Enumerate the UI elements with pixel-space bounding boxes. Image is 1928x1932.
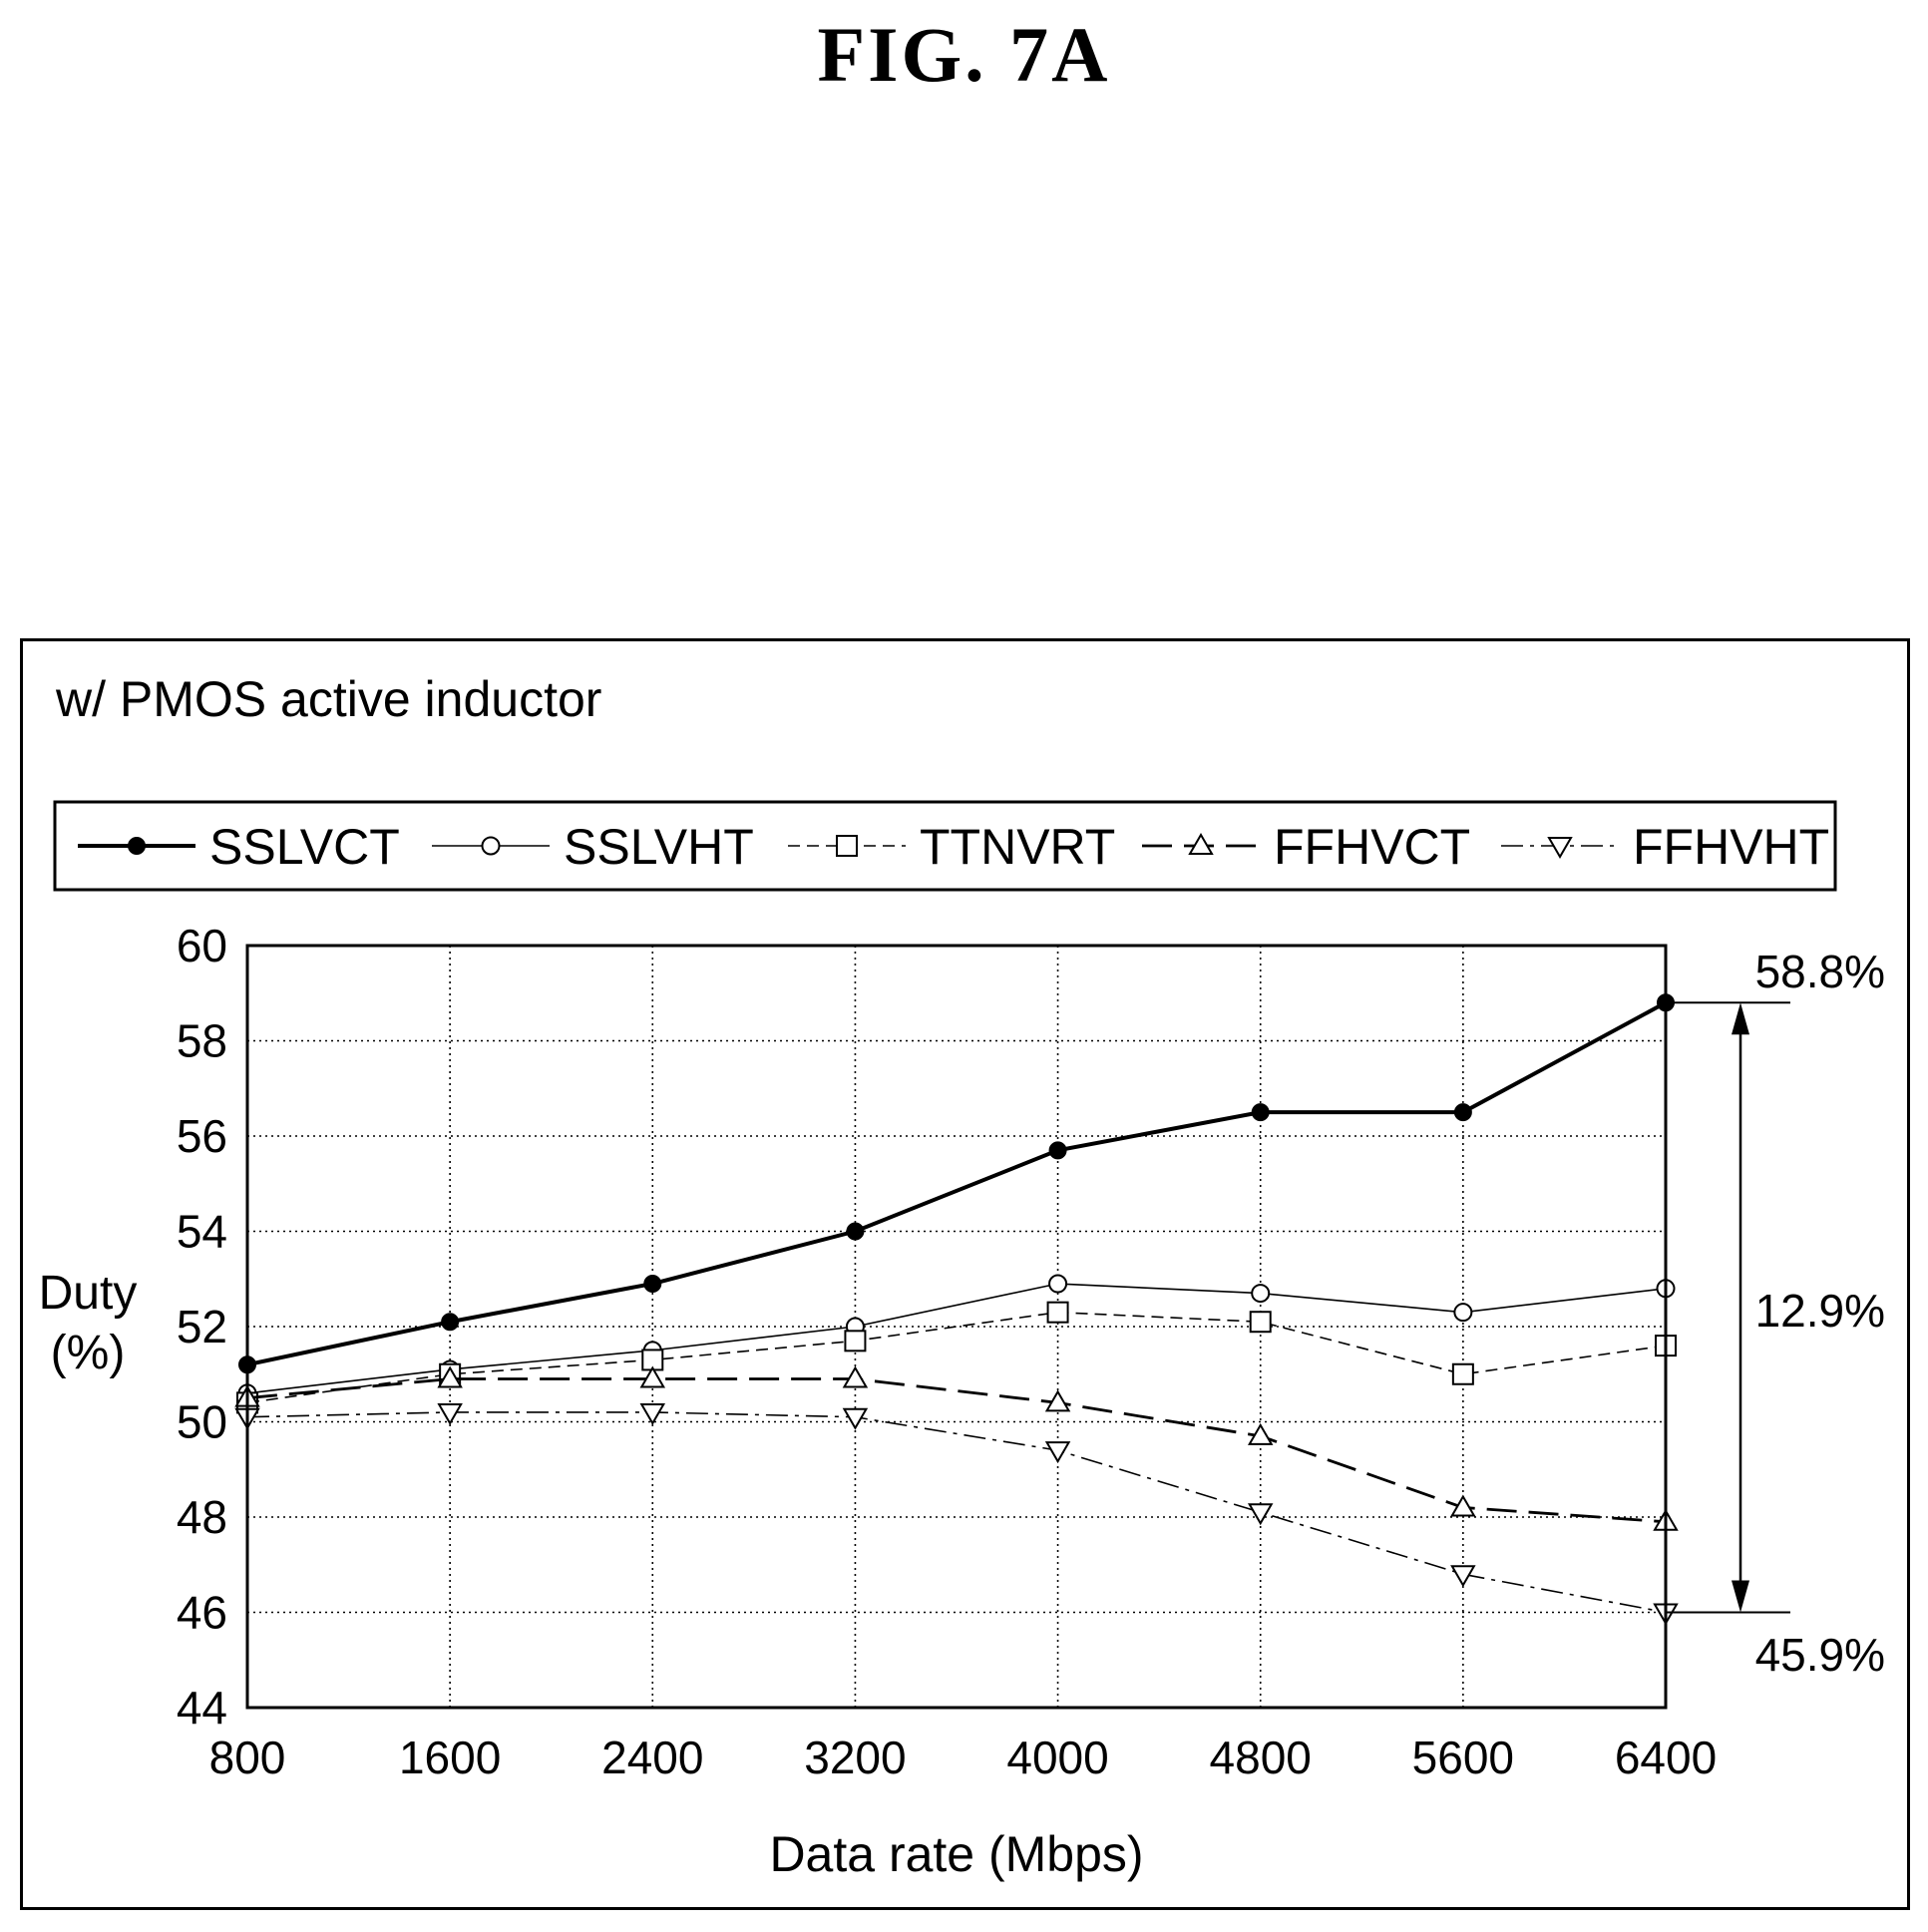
chart-subtitle: w/ PMOS active inductor — [56, 671, 602, 727]
legend-label: FFHVCT — [1274, 819, 1470, 875]
legend-box — [53, 800, 1837, 892]
x-tick-label: 800 — [209, 1732, 286, 1783]
range-value-label: 12.9% — [1755, 1285, 1885, 1337]
y-tick-label: 46 — [177, 1587, 227, 1639]
series-layer — [234, 993, 1679, 1626]
y-tick-label: 52 — [177, 1301, 227, 1352]
max-value-label: 58.8% — [1755, 946, 1885, 997]
data-point — [1046, 1301, 1069, 1324]
series-line — [246, 1000, 1667, 1367]
y-tick-label: 44 — [177, 1682, 227, 1734]
y-tick-label: 56 — [177, 1110, 227, 1162]
range-arrow-up-head — [1732, 1002, 1749, 1035]
data-point — [1048, 1141, 1067, 1160]
data-point — [1251, 1284, 1271, 1304]
legend-item: SSLVCT — [78, 819, 400, 875]
series-ffhvct — [234, 1365, 1679, 1531]
data-point — [441, 1313, 460, 1332]
legend-label: FFHVHT — [1633, 819, 1829, 875]
data-point — [846, 1222, 865, 1241]
series-line — [246, 1283, 1667, 1394]
x-tick-label: 2400 — [601, 1732, 703, 1783]
data-point — [639, 1402, 666, 1425]
data-point — [437, 1365, 463, 1388]
legend-marker — [481, 836, 501, 856]
x-tick-label: 1600 — [399, 1732, 501, 1783]
data-point — [639, 1365, 666, 1388]
y-tick-label: 54 — [177, 1206, 227, 1258]
min-value-label: 45.9% — [1755, 1629, 1885, 1681]
legend-item: SSLVHT — [432, 819, 754, 875]
x-tick-label: 4800 — [1210, 1732, 1312, 1783]
data-point — [1251, 1103, 1270, 1122]
series-line — [246, 1377, 1667, 1524]
data-point — [1048, 1274, 1068, 1294]
range-arrow-down-head — [1732, 1580, 1749, 1613]
legend-marker — [128, 837, 146, 855]
data-point — [1044, 1389, 1071, 1412]
legend-item: FFHVHT — [1501, 819, 1829, 875]
data-point — [842, 1407, 869, 1430]
y-tick-label: 60 — [177, 920, 227, 971]
x-tick-label: 4000 — [1006, 1732, 1108, 1783]
y-axis-label-line: (%) — [51, 1327, 126, 1379]
legend-item: FFHVCT — [1142, 819, 1470, 875]
x-tick-label: 5600 — [1412, 1732, 1514, 1783]
plot-area-border — [245, 944, 1668, 1710]
series-line — [246, 1311, 1667, 1404]
legend-label: SSLVCT — [209, 819, 400, 875]
legend-marker — [1547, 837, 1573, 859]
legend-item: TTNVRT — [788, 819, 1115, 875]
data-point — [844, 1330, 867, 1352]
y-tick-label: 58 — [177, 1015, 227, 1067]
y-tick-label: 48 — [177, 1491, 227, 1543]
y-axis-label-line: Duty — [39, 1267, 138, 1320]
grid-lines — [247, 946, 1666, 1708]
data-point — [1249, 1311, 1272, 1334]
data-point — [1247, 1422, 1274, 1445]
data-point — [1044, 1441, 1071, 1464]
x-axis-label: Data rate (Mbps) — [769, 1826, 1143, 1882]
data-point — [1450, 1565, 1476, 1588]
x-tick-label: 6400 — [1615, 1732, 1717, 1783]
chart-frame — [20, 638, 1910, 1910]
series-sslvct — [238, 993, 1675, 1374]
data-point — [643, 1275, 662, 1294]
legend-label: SSLVHT — [564, 819, 754, 875]
data-point — [1451, 1362, 1474, 1385]
data-point — [842, 1365, 869, 1388]
axes: 44 46 48 50 52 54 56 58 60 800 1600 2400 3200 4000 480… — [39, 920, 1718, 1882]
data-point — [1453, 1303, 1473, 1323]
data-point — [1247, 1503, 1274, 1526]
legend-label: TTNVRT — [920, 819, 1115, 875]
range-annotation: 58.8% 12.9% 45.9% — [1666, 946, 1885, 1681]
legend-marker — [1188, 833, 1214, 855]
series-line — [246, 1411, 1667, 1614]
y-axis-label: Duty (%) — [39, 1267, 138, 1379]
x-tick-label: 3200 — [804, 1732, 906, 1783]
data-point — [437, 1402, 463, 1425]
y-tick-label: 50 — [177, 1396, 227, 1448]
data-point — [1450, 1494, 1476, 1517]
legend: SSLVCT SSLVHT TTNVRT FFHVCT FFHVHT — [53, 800, 1837, 892]
figure-label: FIG. 7A — [817, 11, 1111, 98]
data-point — [1453, 1103, 1472, 1122]
legend-marker — [836, 835, 858, 857]
